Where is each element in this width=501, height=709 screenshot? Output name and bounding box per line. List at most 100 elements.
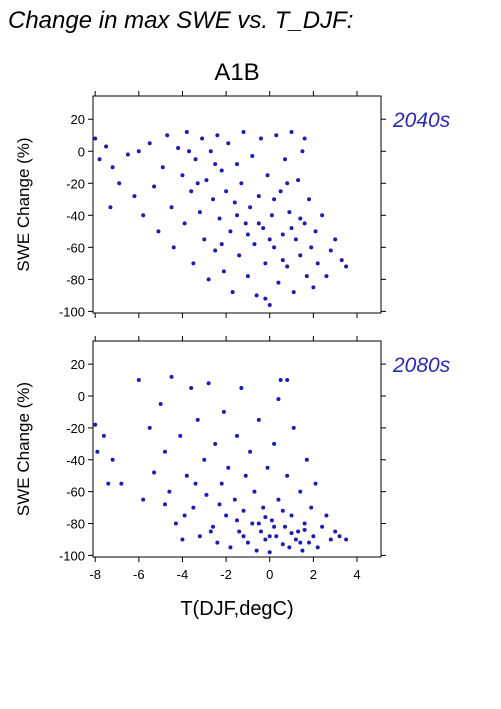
point — [228, 229, 233, 234]
point — [291, 290, 296, 295]
point — [256, 194, 261, 199]
point — [267, 302, 272, 307]
point — [95, 449, 100, 454]
point — [195, 417, 200, 422]
point — [259, 136, 263, 141]
point — [344, 264, 349, 269]
point — [184, 130, 189, 135]
point — [344, 537, 349, 542]
point — [163, 502, 167, 507]
point — [204, 178, 209, 183]
point — [315, 545, 320, 550]
point — [263, 296, 268, 301]
y-tick-label: -60 — [66, 240, 85, 255]
point — [237, 529, 242, 534]
point — [239, 181, 244, 186]
point — [169, 374, 174, 379]
point — [147, 425, 152, 430]
point — [248, 449, 253, 454]
point — [197, 210, 202, 215]
point — [263, 515, 268, 520]
point — [250, 521, 255, 526]
y-tick-label: 20 — [71, 112, 85, 127]
point — [324, 513, 329, 518]
point — [230, 290, 235, 295]
point — [256, 221, 261, 226]
point — [200, 136, 205, 141]
point — [289, 130, 294, 135]
point — [241, 508, 246, 513]
point — [298, 253, 303, 258]
point — [254, 548, 259, 553]
point — [189, 189, 194, 194]
point — [217, 216, 222, 221]
point — [289, 531, 294, 536]
point — [245, 540, 250, 545]
point — [304, 457, 309, 462]
point — [285, 264, 290, 269]
point — [296, 178, 301, 183]
point — [235, 433, 239, 438]
point — [232, 200, 237, 205]
point — [269, 518, 274, 523]
y-tick-label: -100 — [59, 548, 85, 563]
point — [276, 497, 281, 502]
y-axis-label: SWE Change (%) — [14, 137, 33, 271]
point — [93, 422, 98, 427]
x-tick-label: -4 — [177, 567, 189, 582]
point — [224, 513, 229, 518]
point — [298, 216, 303, 221]
point — [333, 529, 338, 534]
point — [302, 527, 307, 532]
y-tick-label: -80 — [66, 517, 85, 532]
point — [156, 229, 161, 234]
point — [272, 197, 277, 202]
point — [309, 505, 314, 510]
point — [213, 162, 218, 167]
point — [117, 181, 122, 186]
point — [313, 229, 318, 234]
y-tick-label: -40 — [66, 453, 85, 468]
point — [252, 242, 257, 247]
point — [213, 441, 218, 446]
point — [265, 173, 270, 178]
point — [289, 513, 294, 518]
point — [132, 194, 137, 199]
point — [158, 401, 163, 406]
point — [269, 213, 274, 218]
point — [278, 378, 283, 383]
point — [243, 221, 248, 226]
point — [219, 242, 224, 247]
scenario-label: A1B — [214, 59, 259, 86]
point — [206, 381, 211, 386]
point — [320, 213, 325, 218]
point — [302, 521, 307, 526]
page-title: Change in max SWE vs. T_DJF: — [8, 7, 353, 34]
y-tick-label: -80 — [66, 272, 85, 287]
point — [274, 534, 279, 539]
point — [265, 465, 270, 470]
point — [136, 149, 141, 154]
point — [241, 130, 246, 135]
y-tick-label: 20 — [71, 357, 85, 372]
point — [300, 149, 305, 154]
point — [141, 213, 146, 218]
point — [320, 524, 325, 529]
point — [163, 449, 167, 454]
point — [298, 540, 303, 545]
point — [300, 548, 305, 553]
point — [256, 417, 261, 422]
point — [245, 232, 250, 237]
point — [110, 165, 115, 170]
x-tick-label: -8 — [89, 567, 101, 582]
point — [101, 433, 106, 438]
point — [304, 274, 309, 279]
point — [328, 248, 333, 253]
y-tick-label: 0 — [78, 389, 85, 404]
point — [313, 481, 318, 486]
point — [176, 146, 181, 151]
point — [189, 386, 194, 391]
y-tick-label: -20 — [66, 421, 85, 436]
point — [245, 274, 250, 279]
